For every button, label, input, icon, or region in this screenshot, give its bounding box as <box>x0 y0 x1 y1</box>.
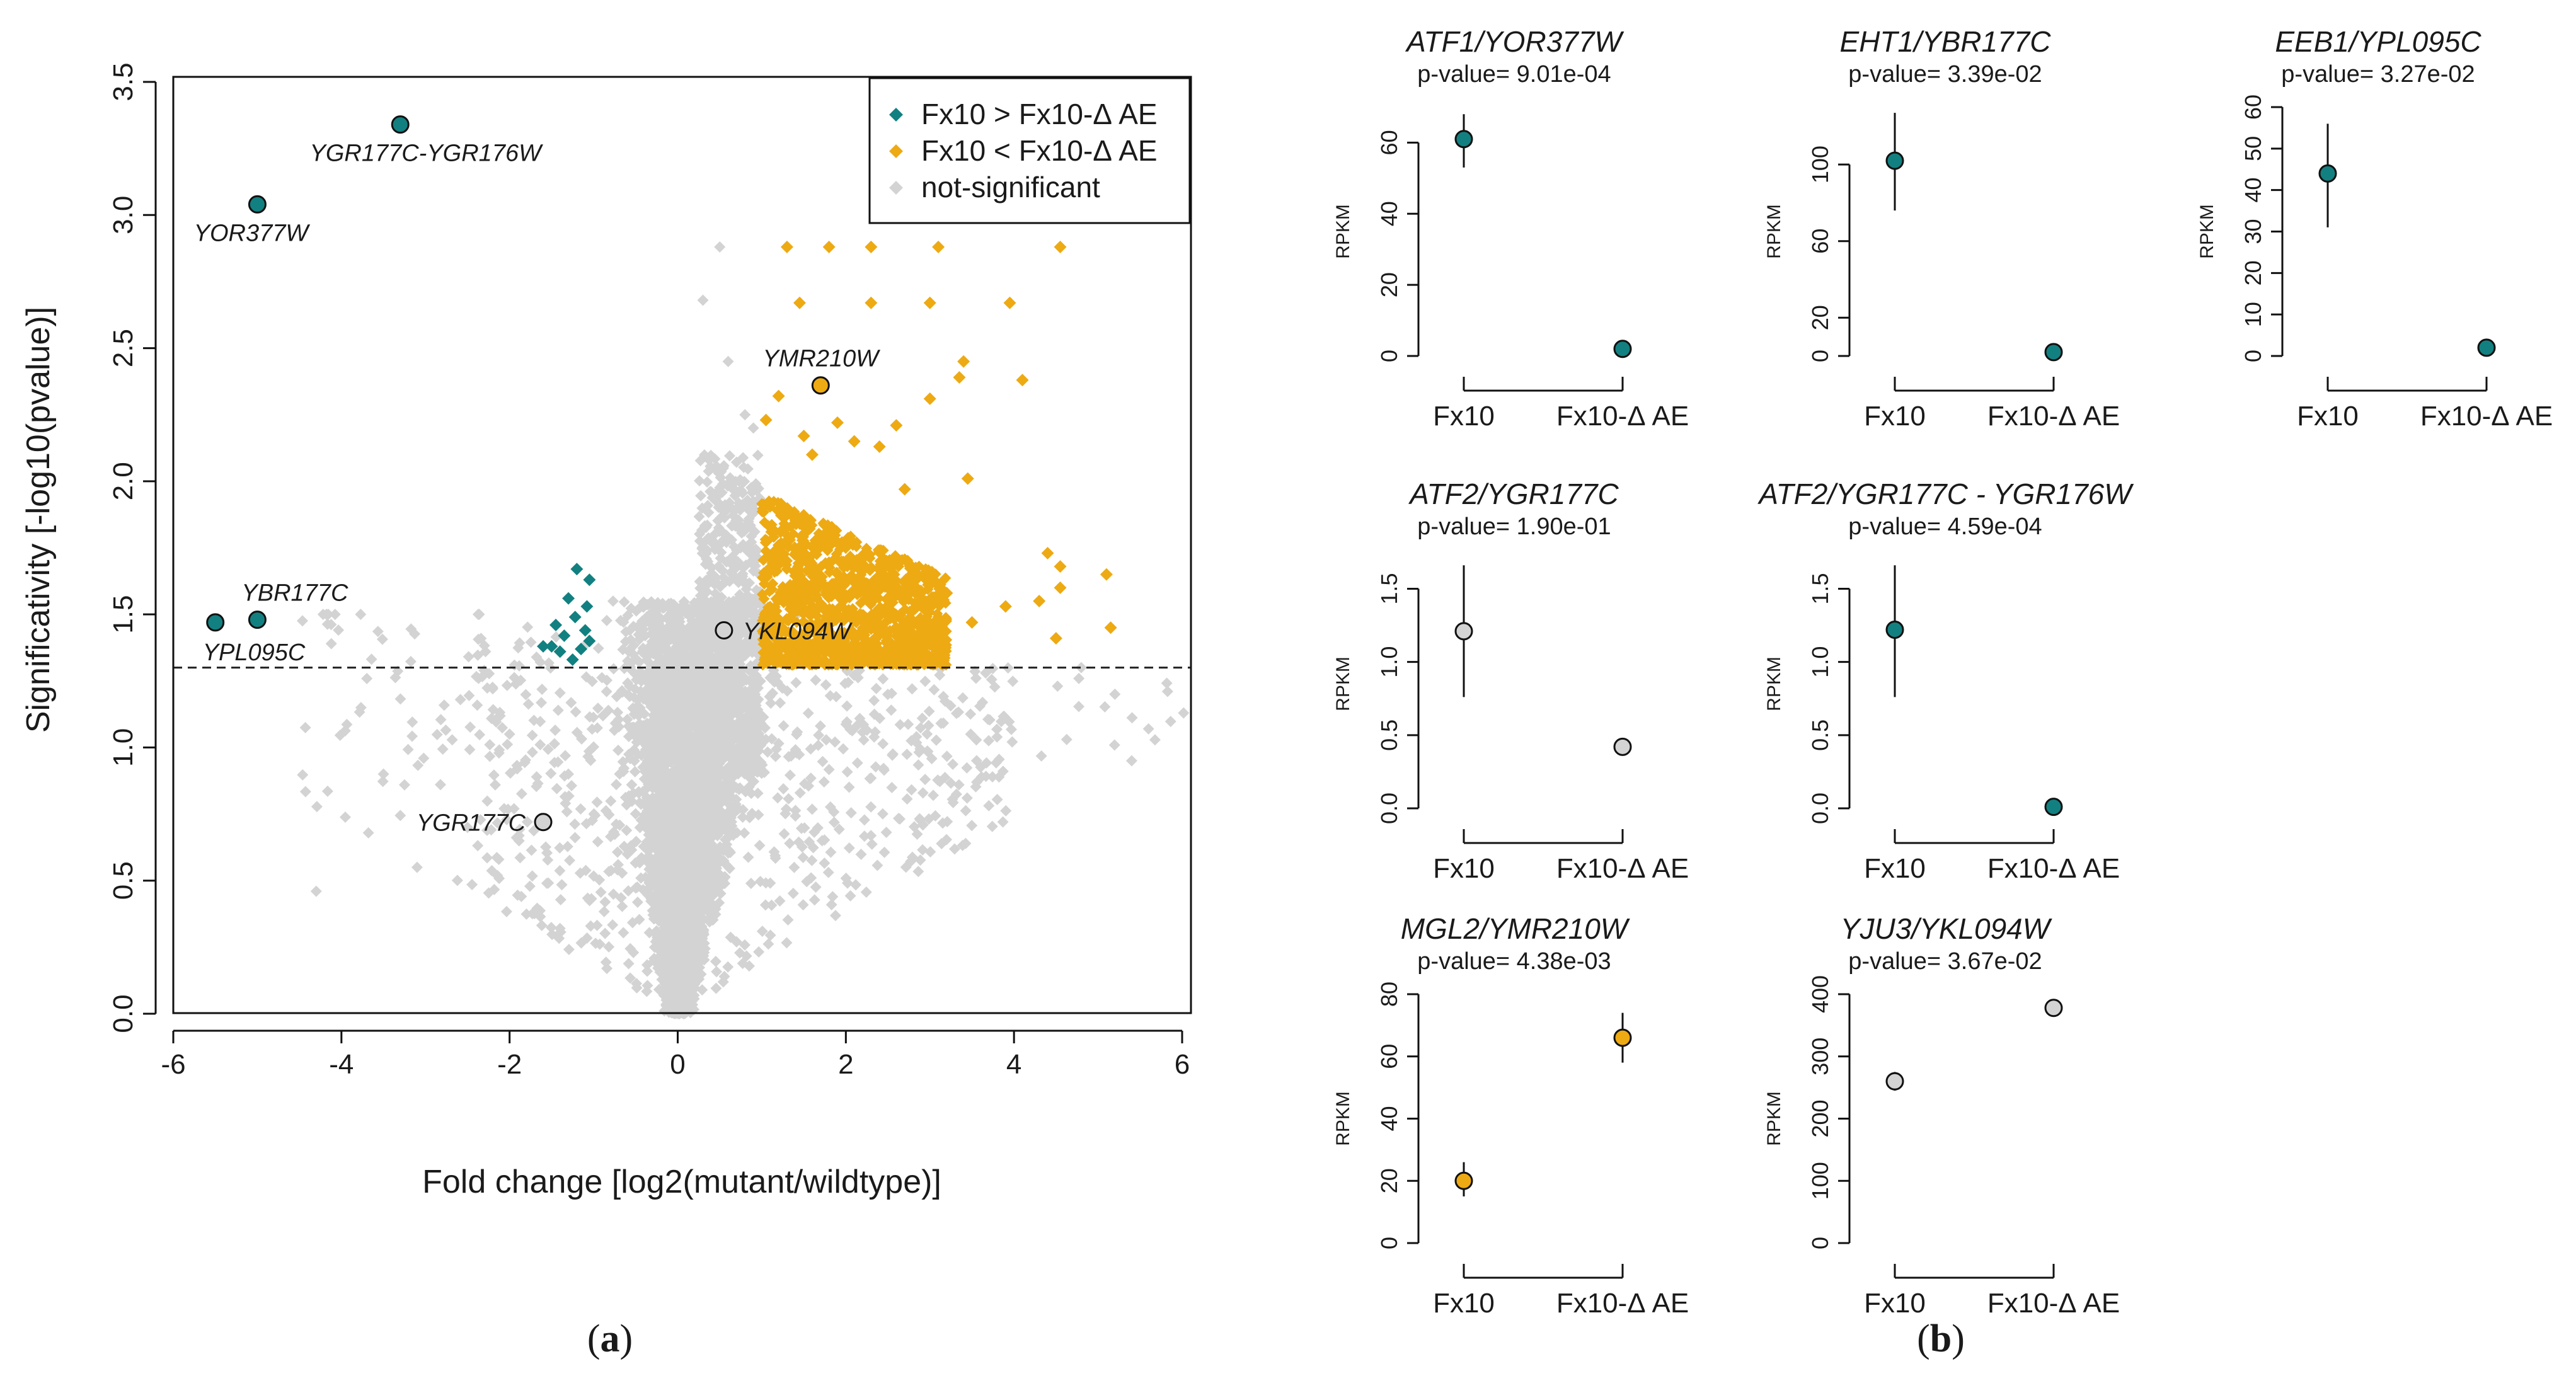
gene-point <box>630 857 641 869</box>
gene-point <box>601 614 612 626</box>
gene-point <box>643 927 655 939</box>
gene-point <box>607 595 619 607</box>
gene-point <box>707 914 719 926</box>
gene-point <box>618 616 630 628</box>
volcano-plot: -6 -4 -2 0 2 4 6 0.00.51.01.52.02.53.03.5 YGR1… <box>20 62 1192 1200</box>
gene-point <box>617 644 629 656</box>
gene-point <box>639 685 651 697</box>
gene-point <box>737 811 749 823</box>
gene-point <box>790 677 802 689</box>
gene-point <box>638 840 650 852</box>
gene-point <box>624 643 636 655</box>
gene-point <box>629 765 641 777</box>
not-significant-points <box>296 241 1190 1019</box>
gene-point <box>650 892 662 904</box>
